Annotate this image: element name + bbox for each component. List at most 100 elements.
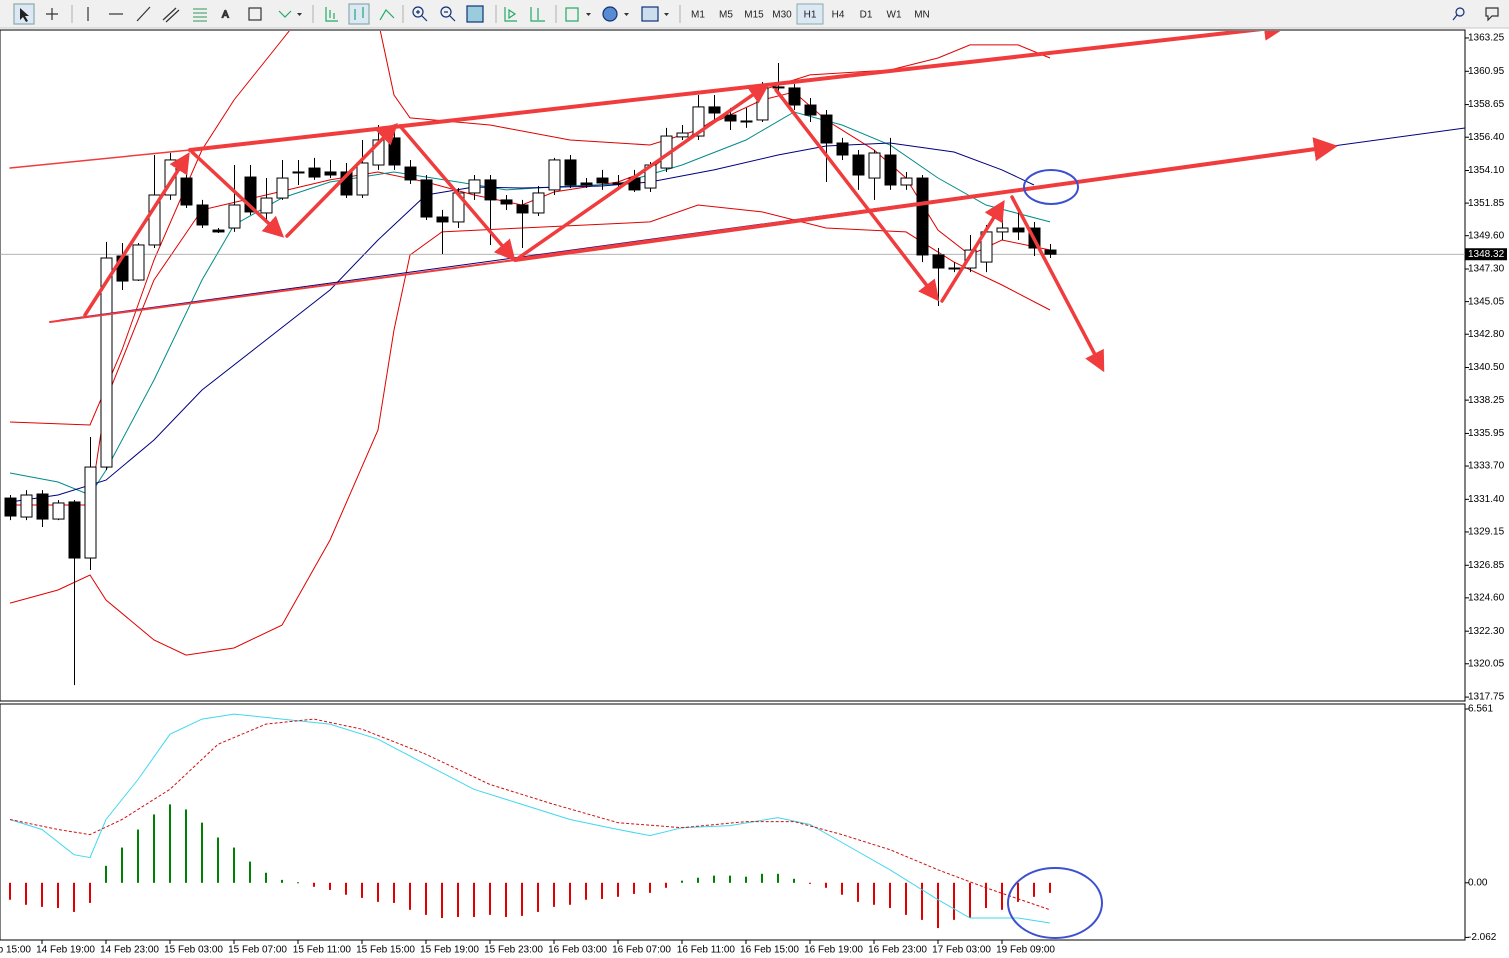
channel-arrow (513, 137, 1338, 262)
candle-body (436, 216, 449, 223)
periods-button[interactable] (602, 6, 618, 22)
candle-body (324, 171, 337, 176)
shift-button[interactable] (530, 7, 545, 22)
search-button[interactable] (1455, 7, 1465, 17)
y-tick-label: 1351.85 (1468, 198, 1505, 209)
timeframe-button[interactable]: H4 (832, 10, 845, 21)
candle-body (932, 254, 945, 269)
trendline-button[interactable] (136, 6, 151, 22)
histogram-bar (617, 882, 619, 897)
histogram-bar (921, 882, 923, 920)
text-icon[interactable]: A (221, 9, 229, 21)
highlight-circle (1007, 867, 1103, 939)
histogram-bar (985, 882, 987, 908)
candle-body (180, 177, 193, 206)
x-tick-label: 16 Feb 23:00 (868, 945, 927, 956)
histogram-bar (89, 882, 91, 903)
timeframe-button[interactable]: M5 (719, 10, 733, 21)
histogram-bar (377, 882, 379, 902)
last-price-box (1465, 248, 1507, 261)
timeframe-button[interactable]: MN (914, 10, 930, 21)
candle-body (868, 152, 881, 179)
histogram-bar (153, 814, 155, 883)
histogram-bar (281, 879, 283, 883)
candle-body (228, 204, 241, 229)
histogram-bar (505, 882, 507, 917)
histogram-bar (393, 882, 395, 903)
x-tick-label: 16 Feb 07:00 (612, 945, 671, 956)
candle-body (148, 194, 161, 246)
timeframe-button[interactable]: W1 (887, 10, 902, 21)
indicator-line (9, 204, 1051, 656)
zoom-out-button[interactable] (440, 6, 452, 18)
histogram-bar (713, 875, 715, 883)
indicator-line (9, 713, 1051, 924)
channel-button[interactable] (162, 7, 180, 23)
indicator-line (9, 111, 1051, 496)
chat-button[interactable] (1485, 7, 1499, 22)
candle-body (36, 493, 49, 520)
timeframe-selected (796, 3, 824, 25)
timeframe-button[interactable]: D1 (860, 10, 873, 21)
bar-chart-button[interactable] (325, 7, 338, 22)
candle-body (804, 104, 817, 116)
histogram-bar (665, 882, 667, 888)
candle-body (292, 171, 305, 174)
timeframe-button[interactable]: M1 (691, 10, 705, 21)
wave-arrow (515, 82, 770, 261)
histogram-bar (761, 873, 763, 883)
histogram-bar (297, 882, 299, 884)
tile-button[interactable] (466, 5, 484, 23)
histogram-bar (169, 804, 171, 883)
y-tick-label: 1333.70 (1468, 461, 1505, 472)
histogram-bar (745, 876, 747, 883)
histogram-bar (601, 882, 603, 899)
candle-body (948, 267, 961, 270)
arrows-button[interactable] (278, 10, 292, 18)
templates-button[interactable] (641, 6, 659, 22)
x-tick-label: 16 Feb 15:00 (740, 945, 799, 956)
indicator-panel (0, 703, 1466, 941)
histogram-bar (905, 882, 907, 915)
timeframe-button[interactable]: H1 (804, 10, 817, 21)
wave-arrow (774, 88, 940, 302)
label-button[interactable] (248, 7, 262, 21)
histogram-bar (233, 847, 235, 883)
histogram-bar (345, 882, 347, 895)
candle-body (20, 494, 33, 518)
y-tick-label: 1317.75 (1468, 692, 1505, 703)
wave-arrow (190, 150, 285, 238)
y-tick-label: 1338.25 (1468, 395, 1505, 406)
timeframe-button[interactable]: M30 (772, 10, 792, 21)
line-chart-button[interactable] (379, 9, 395, 21)
x-tick-label: 15 Feb 15:00 (356, 945, 415, 956)
histogram-bar (969, 882, 971, 919)
candle-body (564, 159, 577, 186)
channel-line (9, 149, 191, 169)
x-tick-label: 15 Feb 03:00 (164, 945, 223, 956)
highlight-circle (1023, 169, 1079, 205)
y-tick-label: 1349.60 (1468, 230, 1505, 241)
candle-body (852, 154, 865, 176)
fibo-button[interactable] (193, 8, 207, 22)
histogram-bar (329, 882, 331, 890)
candle-body (52, 502, 65, 520)
y-tick-label: 1320.05 (1468, 658, 1505, 669)
autoscroll-button[interactable] (504, 7, 517, 22)
candle-button[interactable] (348, 3, 370, 25)
timeframe-button[interactable]: M15 (744, 10, 764, 21)
candle-body (100, 257, 113, 468)
candle-body (836, 142, 849, 156)
toolbar (0, 0, 1509, 28)
histogram-bar (201, 822, 203, 883)
candle-body (276, 177, 289, 199)
indicators-button[interactable] (565, 7, 579, 22)
histogram-bar (1017, 882, 1019, 902)
crosshair-button[interactable] (46, 8, 58, 20)
zoom-in-button[interactable] (412, 6, 424, 18)
histogram-bar (729, 875, 731, 883)
candle-body (884, 154, 897, 186)
histogram-bar (793, 878, 795, 883)
x-tick-label: 14 Feb 23:00 (100, 945, 159, 956)
histogram-bar (1049, 882, 1051, 893)
